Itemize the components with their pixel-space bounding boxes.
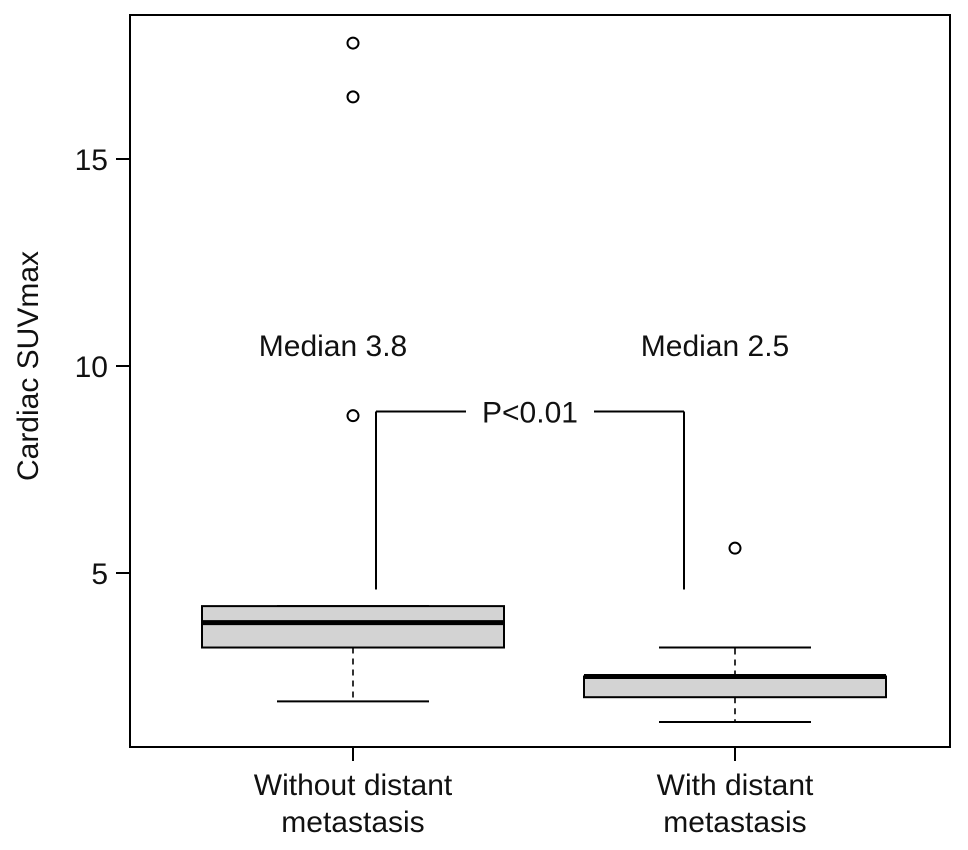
outlier-point	[346, 36, 360, 50]
x-tick-label: metastasis	[281, 806, 424, 839]
x-tick-label: Without distant	[254, 769, 453, 802]
box-iqr	[583, 675, 887, 699]
box-groups	[201, 36, 887, 761]
x-axis-labels: Without distant metastasis With distant met…	[254, 769, 814, 839]
plot-frame	[129, 14, 951, 748]
outlier-point	[346, 409, 360, 423]
x-tick-label: metastasis	[663, 806, 806, 839]
box-group	[201, 36, 505, 703]
outlier-point	[728, 541, 742, 555]
x-tick-label: With distant	[657, 769, 814, 802]
y-tick-label: 5	[91, 558, 108, 591]
outlier-point	[346, 90, 360, 104]
y-axis-label: Cardiac SUVmax	[12, 251, 45, 481]
box-group	[583, 541, 887, 724]
y-tick-label: 10	[75, 351, 108, 384]
median-annotation: Median 3.8	[259, 330, 407, 363]
y-axis: 5 10 15	[75, 144, 130, 591]
p-value-label: P<0.01	[482, 397, 578, 430]
median-annotation: Median 2.5	[641, 330, 789, 363]
median-annotations: Median 3.8 Median 2.5	[259, 330, 789, 363]
box-iqr	[201, 605, 505, 649]
y-tick-label: 15	[75, 144, 108, 177]
significance-bracket: P<0.01	[375, 397, 685, 590]
